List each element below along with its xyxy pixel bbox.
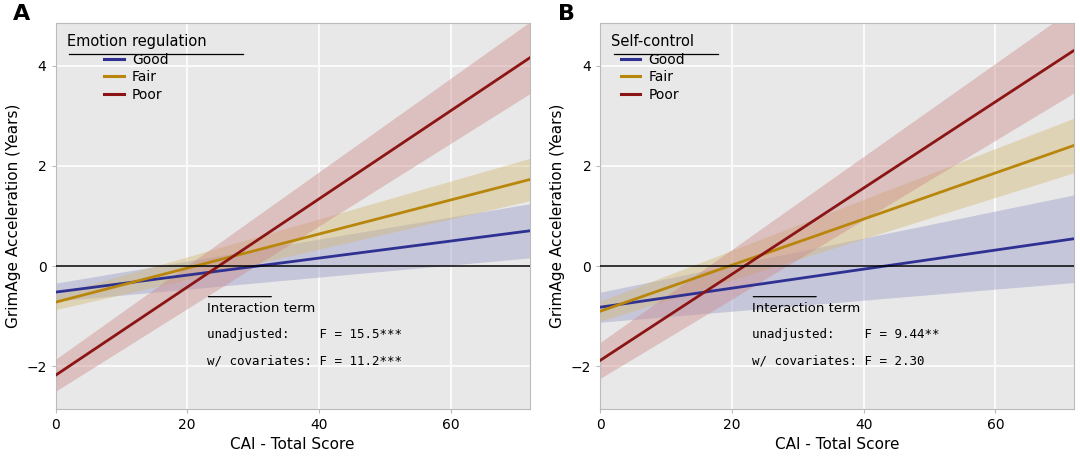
Legend: Good, Fair, Poor: Good, Fair, Poor bbox=[62, 29, 212, 107]
Text: w/ covariates: F = 2.30: w/ covariates: F = 2.30 bbox=[752, 354, 924, 367]
X-axis label: CAI - Total Score: CAI - Total Score bbox=[775, 437, 900, 453]
Y-axis label: GrimAge Acceleration (Years): GrimAge Acceleration (Years) bbox=[5, 104, 21, 328]
Text: Interaction term: Interaction term bbox=[752, 302, 860, 315]
X-axis label: CAI - Total Score: CAI - Total Score bbox=[230, 437, 355, 453]
Text: unadjusted:    F = 15.5***: unadjusted: F = 15.5*** bbox=[207, 328, 402, 341]
Y-axis label: GrimAge Acceleration (Years): GrimAge Acceleration (Years) bbox=[551, 104, 566, 328]
Text: w/ covariates: F = 11.2***: w/ covariates: F = 11.2*** bbox=[207, 354, 402, 367]
Text: Interaction term: Interaction term bbox=[207, 302, 315, 315]
Text: B: B bbox=[557, 4, 575, 24]
Text: A: A bbox=[13, 4, 30, 24]
Text: unadjusted:    F = 9.44**: unadjusted: F = 9.44** bbox=[752, 328, 940, 341]
Legend: Good, Fair, Poor: Good, Fair, Poor bbox=[606, 29, 700, 107]
